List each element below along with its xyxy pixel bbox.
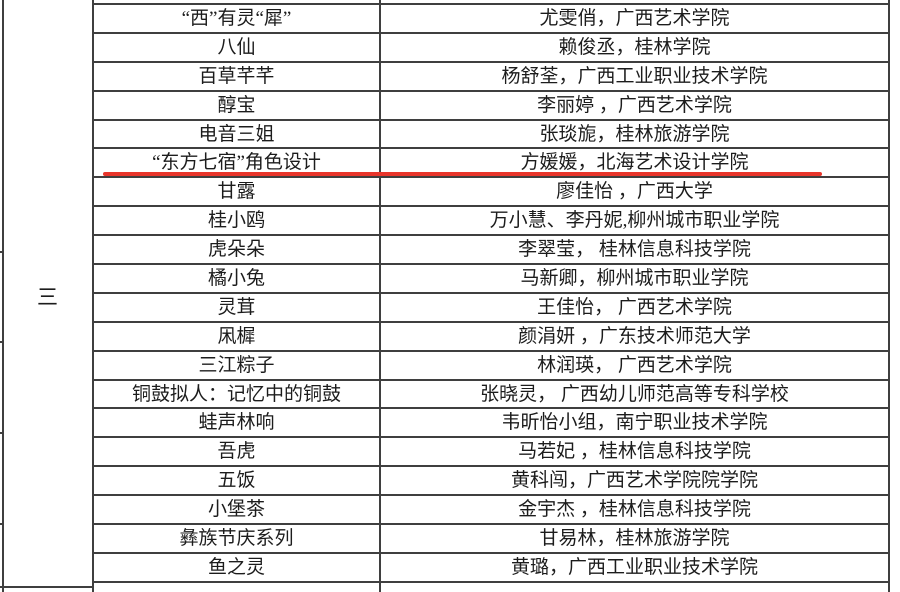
- table-row: 吾虎 马若妃 ，桂林信息科技学院: [94, 438, 888, 468]
- table-row: 百草芊芊 杨舒荃，广西工业职业技术学院: [94, 62, 888, 92]
- author-school-cell: 杨舒荃，广西工业职业技术学院: [501, 65, 768, 87]
- work-title-cell: 八仙: [94, 33, 381, 61]
- table-row: 蛙声林响 韦昕怡小组，南宁职业技术学院: [94, 409, 888, 439]
- author-school-cell: 马新卿，柳州城市职业学院: [520, 267, 749, 289]
- table-row: 虎朵朵 李翠莹， 桂林信息科技学院: [94, 236, 888, 266]
- author-school-cell: 颜涓妍 ，广东技术师范大学: [518, 325, 751, 347]
- tier-label: 三: [37, 284, 59, 309]
- table-row: 凩樨 颜涓妍 ，广东技术师范大学: [94, 322, 888, 352]
- left-column-tick: [0, 432, 4, 434]
- author-school-cell: 赖俊丞，桂林学院: [558, 36, 711, 58]
- work-title-cell: 彝族节庆系列: [94, 525, 381, 552]
- work-title-cell: 虎朵朵: [94, 236, 381, 264]
- table-row: 三江粽子 林润瑛， 广西艺术学院: [94, 351, 888, 381]
- tier-cell-bottom-border: [0, 586, 94, 588]
- table-row: “西”有灵“犀” 尤雯俏，广西艺术学院: [94, 5, 888, 34]
- work-title-cell: 鱼之灵: [94, 553, 381, 581]
- author-school-cell: 林润瑛， 广西艺术学院: [537, 354, 732, 376]
- author-school-cell: 李丽婷 ，广西艺术学院: [537, 94, 732, 116]
- table-row: 桂小鸥 万小慧、李丹妮,柳州城市职业学院: [94, 207, 888, 237]
- table-row: 甘露 廖佳怡 ，广西大学: [94, 178, 888, 208]
- table-row: 八仙 赖俊丞，桂林学院: [94, 33, 888, 63]
- author-school-cell: 甘易林，桂林旅游学院: [539, 527, 730, 549]
- table-row: 五饭 黄科闯，广西艺术学院院学院: [94, 467, 888, 497]
- author-school-cell: 王佳怡， 广西艺术学院: [537, 296, 732, 318]
- work-title-cell: 醇宝: [94, 91, 381, 119]
- awards-table-body: “西”有灵“犀” 尤雯俏，广西艺术学院 八仙 赖俊丞，桂林学院 百草芊芊 杨舒荃…: [94, 3, 888, 583]
- author-school-cell: 张琰旎，桂林旅游学院: [539, 123, 730, 145]
- author-school-cell: 黄璐，广西工业职业技术学院: [510, 556, 758, 578]
- author-school-cell: 尤雯俏，广西艺术学院: [539, 7, 730, 29]
- work-title-cell: 五饭: [94, 467, 381, 495]
- author-school-cell: 张晓灵， 广西幼儿师范高等专科学校: [480, 383, 789, 405]
- work-title-cell: 三江粽子: [94, 351, 381, 379]
- work-title-cell: 百草芊芊: [94, 62, 381, 90]
- left-column-tick: [0, 341, 4, 343]
- table-row: 铜鼓拟人：记忆中的铜鼓 张晓灵， 广西幼儿师范高等专科学校: [94, 380, 888, 410]
- work-title-cell: 橘小兔: [94, 265, 381, 292]
- work-title-cell: 甘露: [94, 178, 381, 206]
- work-title-cell: 灵茸: [94, 293, 381, 321]
- left-column-tick: [0, 251, 4, 253]
- work-title-cell: 桂小鸥: [94, 207, 381, 235]
- table-row: 灵茸 王佳怡， 广西艺术学院: [94, 293, 888, 323]
- tier-column-divider: [92, 0, 94, 592]
- work-title-cell: “西”有灵“犀”: [94, 5, 381, 32]
- author-school-cell: 李翠莹， 桂林信息科技学院: [518, 239, 751, 261]
- table-row: 电音三姐 张琰旎，桂林旅游学院: [94, 120, 888, 150]
- table-right-edge-line: [888, 0, 890, 592]
- work-title-cell: “东方七宿”角色设计: [94, 149, 381, 177]
- tier-label-cell: 三: [4, 5, 92, 586]
- work-title-cell: 小堡茶: [94, 496, 381, 524]
- author-school-cell: 金宇杰 ，桂林信息科技学院: [518, 499, 751, 521]
- author-school-cell: 马若妃 ，桂林信息科技学院: [518, 441, 751, 463]
- table-row: 鱼之灵 黄璐，广西工业职业技术学院: [94, 553, 888, 583]
- table-row: 橘小兔 马新卿，柳州城市职业学院: [94, 265, 888, 294]
- author-school-cell: 万小慧、李丹妮,柳州城市职业学院: [489, 210, 780, 232]
- work-title-cell: 凩樨: [94, 322, 381, 350]
- red-underline-annotation: [103, 172, 822, 176]
- table-left-edge-line: [2, 0, 4, 592]
- author-school-cell: 方媛媛，北海艺术设计学院: [520, 152, 749, 174]
- table-row: 醇宝 李丽婷 ，广西艺术学院: [94, 91, 888, 121]
- author-school-cell: 廖佳怡 ，广西大学: [556, 181, 713, 203]
- work-title-cell: 吾虎: [94, 438, 381, 466]
- author-school-cell: 黄科闯，广西艺术学院院学院: [510, 470, 758, 492]
- work-title-cell: 电音三姐: [94, 120, 381, 148]
- work-title-cell: 铜鼓拟人：记忆中的铜鼓: [94, 380, 381, 408]
- table-row: “东方七宿”角色设计 方媛媛，北海艺术设计学院: [94, 149, 888, 179]
- table-row: 小堡茶 金宇杰 ，桂林信息科技学院: [94, 496, 888, 526]
- work-title-cell: 蛙声林响: [94, 409, 381, 437]
- author-school-cell: 韦昕怡小组，南宁职业技术学院: [501, 412, 768, 434]
- left-column-tick: [0, 523, 4, 525]
- table-row: 彝族节庆系列 甘易林，桂林旅游学院: [94, 525, 888, 554]
